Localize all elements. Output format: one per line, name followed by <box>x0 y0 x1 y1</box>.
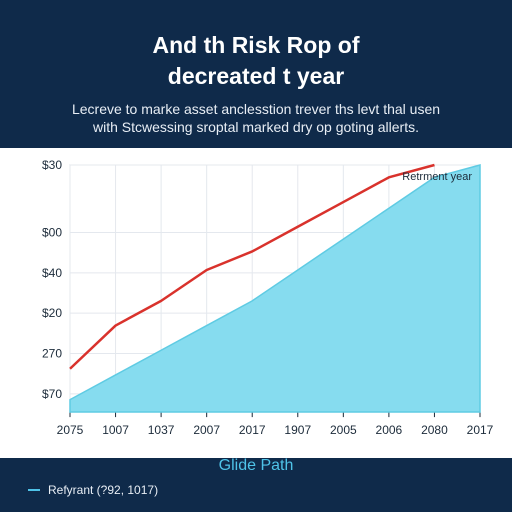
chart-title: And th Risk Rop of decreated t year <box>0 30 512 92</box>
title-line-2: decreated t year <box>167 63 345 89</box>
x-tick-label: 1037 <box>148 423 175 437</box>
y-tick-label: $00 <box>42 225 62 239</box>
x-tick-label: 2017 <box>467 423 494 437</box>
y-tick-label: 270 <box>42 347 62 361</box>
x-tick-label: 2017 <box>239 423 266 437</box>
legend-label: Refyrant (?92, 1017) <box>48 483 159 497</box>
x-tick-label: 1907 <box>284 423 311 437</box>
subtitle-line-1: Lecreve to marke asset anclesstion treve… <box>71 101 441 117</box>
x-tick-label: 1007 <box>102 423 129 437</box>
y-tick-label: $20 <box>42 306 62 320</box>
x-tick-label: 2075 <box>57 423 84 437</box>
x-tick-label: 2005 <box>330 423 357 437</box>
x-tick-label: 2007 <box>193 423 220 437</box>
chart-subtitle: Lecreve to marke asset anclesstion treve… <box>40 100 472 136</box>
y-tick-label: $70 <box>42 387 62 401</box>
subtitle-line-2: with Stcwessing sroptal marked dry op go… <box>92 119 420 135</box>
glide-path-label: Glide Path <box>218 457 294 474</box>
area-series <box>69 164 481 413</box>
x-tick-label: 2080 <box>421 423 448 437</box>
legend-swatch <box>28 489 40 491</box>
y-tick-label: $30 <box>42 158 62 172</box>
title-line-1: And th Risk Rop of <box>152 32 360 58</box>
legend: Refyrant (?92, 1017) <box>28 483 158 497</box>
y-tick-label: $40 <box>42 266 62 280</box>
line-series <box>69 163 435 370</box>
annotation-label: Retrment year <box>402 171 472 183</box>
x-tick-label: 2006 <box>376 423 403 437</box>
